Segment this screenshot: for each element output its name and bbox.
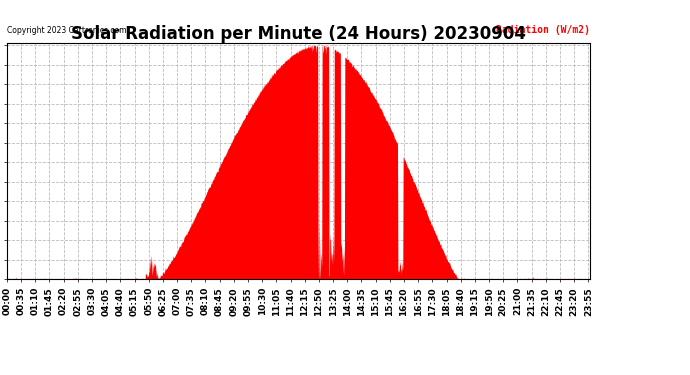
Text: Copyright 2023 Cartronics.com: Copyright 2023 Cartronics.com <box>7 26 126 35</box>
Text: Radiation (W/m2): Radiation (W/m2) <box>496 25 590 35</box>
Title: Solar Radiation per Minute (24 Hours) 20230904: Solar Radiation per Minute (24 Hours) 20… <box>71 25 526 43</box>
